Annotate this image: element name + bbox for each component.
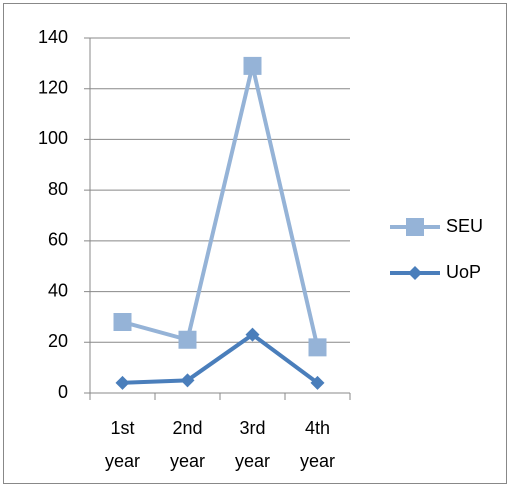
y-tick-label: 20 [48,331,68,351]
x-tick-label-box: 4th year [299,418,335,471]
y-tick-label: 60 [48,230,68,250]
data-point [245,327,260,342]
x-tick-label-box: 3rd year [234,418,270,471]
legend-label: SEU [446,216,483,236]
data-point [178,330,197,349]
y-tick-label: 120 [38,77,68,97]
y-tick-label: 100 [38,128,68,148]
data-point [243,56,262,75]
x-tick-label: 1st year [104,418,140,471]
data-point [308,338,327,357]
y-tick-label: 0 [58,382,68,402]
data-point [180,373,195,388]
y-tick-label: 40 [48,280,68,300]
series-line [121,63,320,348]
x-tick-label: 2nd year [169,418,205,471]
legend-label: UoP [446,262,481,282]
data-point [310,375,325,390]
data-point [113,313,132,331]
series-line [122,332,319,385]
x-tick-label-box: 1st year [104,418,140,471]
y-tick-label: 140 [38,27,68,47]
x-tick-label-box: 2nd year [169,418,205,471]
legend-marker [408,266,422,280]
legend-marker [406,218,424,236]
x-tick-label: 4th year [299,418,335,471]
data-point [115,375,130,390]
x-tick-label: 3rd year [234,418,270,471]
y-tick-label: 80 [48,179,68,199]
